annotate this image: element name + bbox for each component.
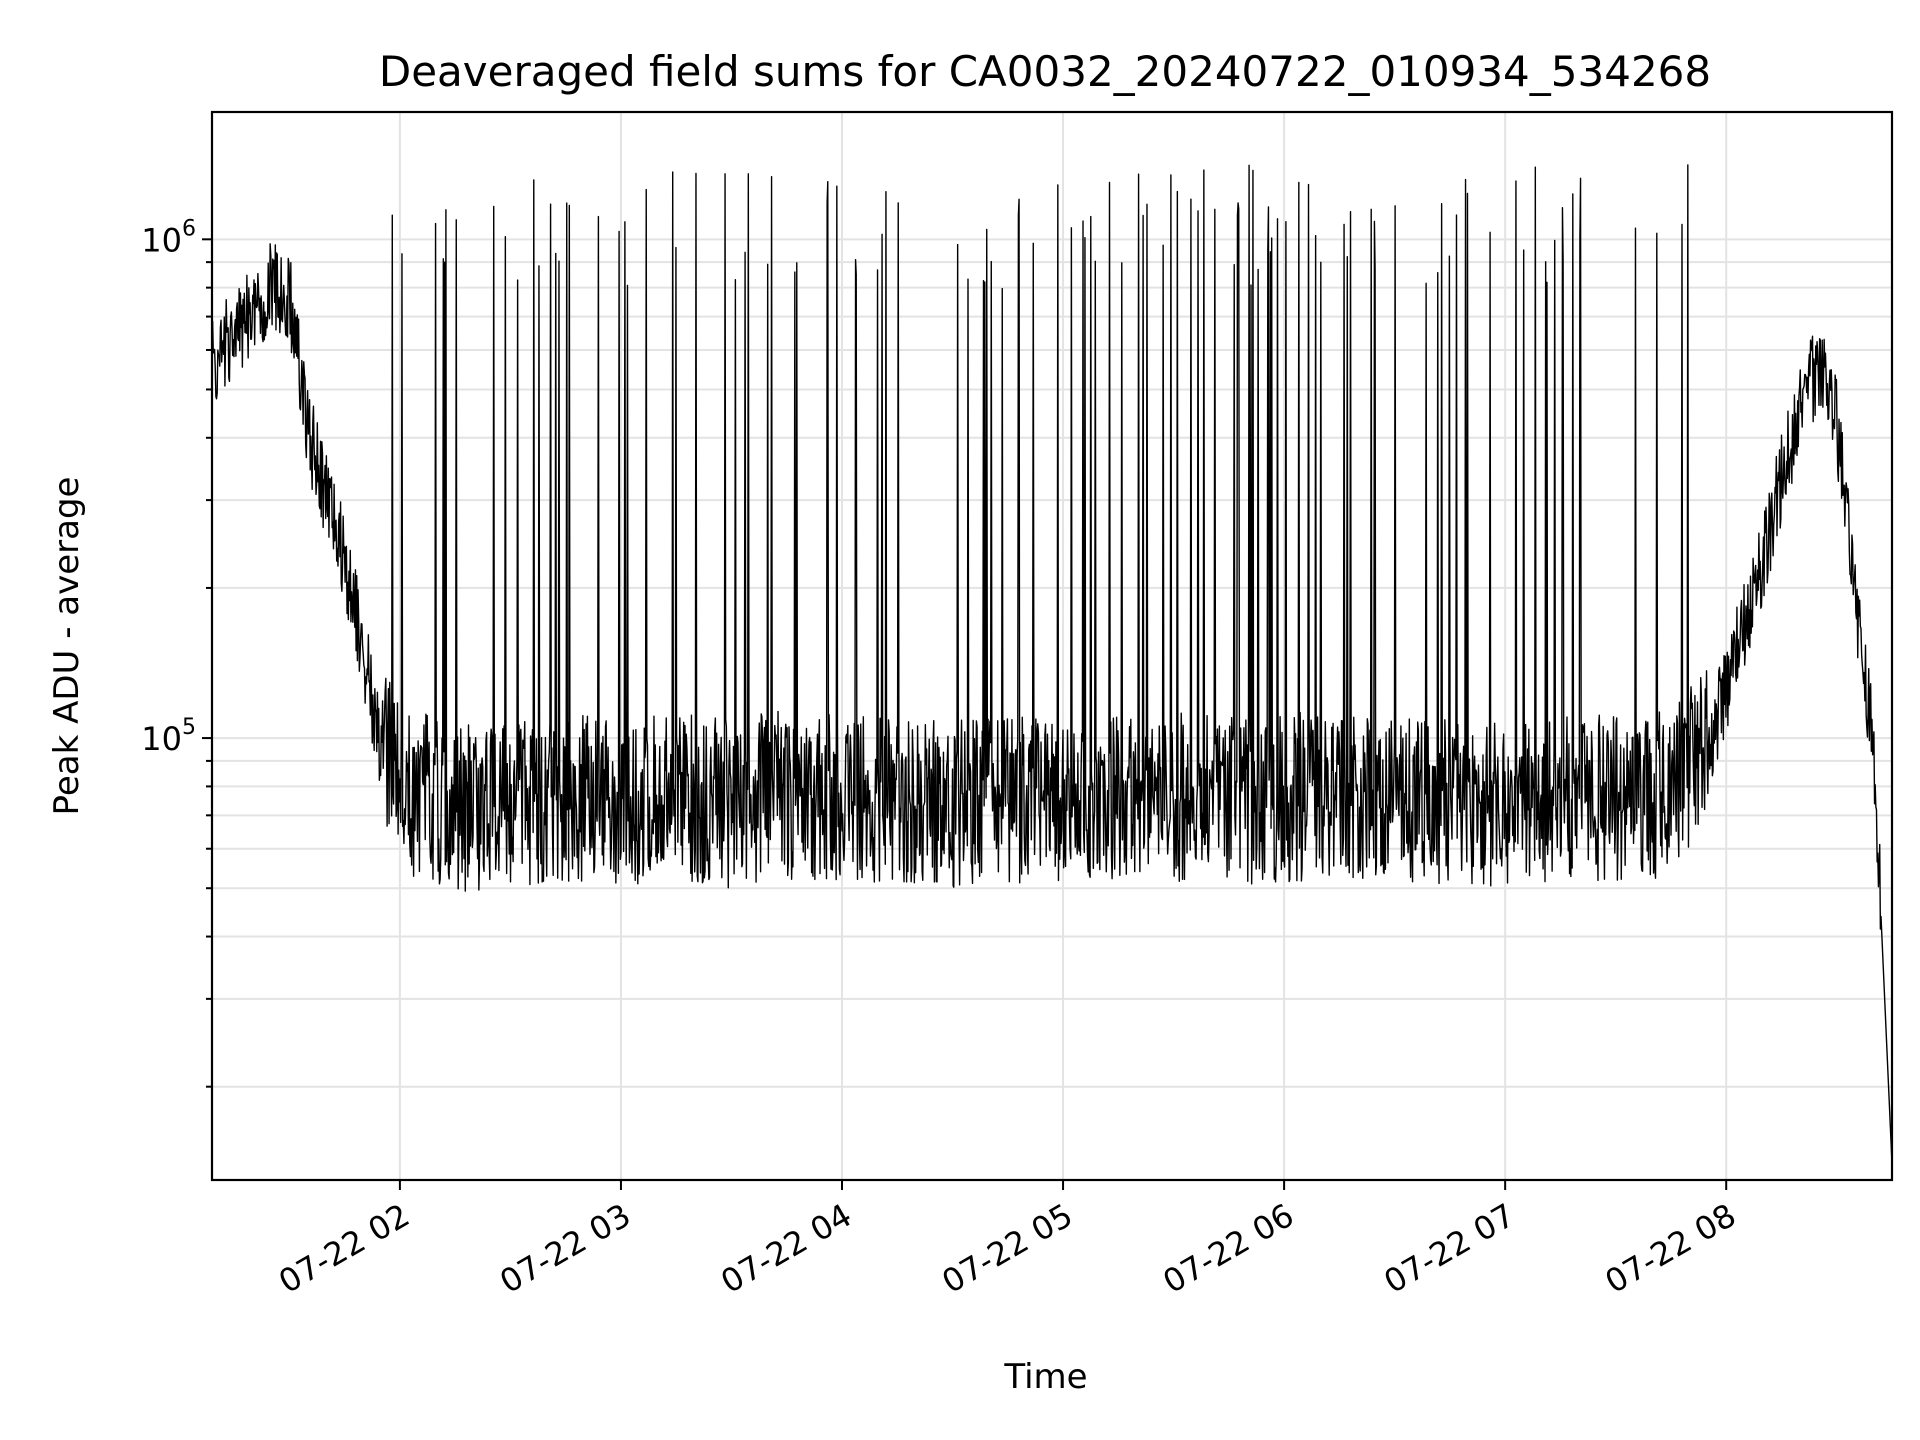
- y-tick-label: 106: [141, 216, 196, 259]
- x-axis-label: Time: [1003, 1357, 1087, 1397]
- series-line: [211, 164, 1893, 1164]
- y-tick-label: 105: [141, 715, 196, 758]
- plot-frame: [210, 110, 1894, 1182]
- y-axis-label: Peak ADU - average: [47, 477, 87, 816]
- chart-title: Deaveraged field sums for CA0032_2024072…: [379, 47, 1711, 96]
- y-axis: 105 106: [141, 216, 212, 1088]
- plot-area: [211, 164, 1893, 1164]
